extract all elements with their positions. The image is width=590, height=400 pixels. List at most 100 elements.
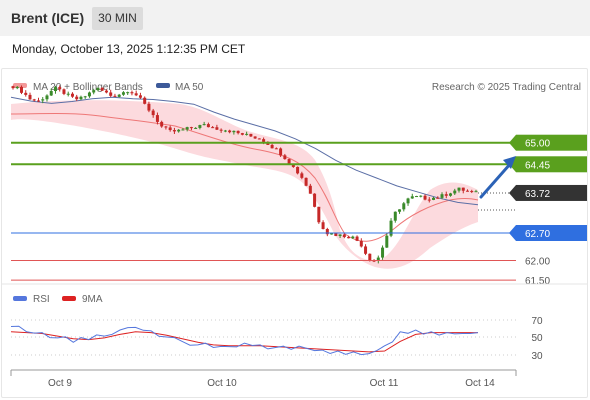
level-label: 61.50 (525, 276, 550, 287)
candle-body (253, 136, 257, 139)
candle-body (270, 144, 274, 149)
candle-body (406, 198, 410, 204)
rsi-legend-label: RSI (33, 294, 50, 305)
candle-body (160, 121, 164, 127)
x-label-oct10: Oct 10 (207, 378, 237, 389)
candle-body (347, 237, 351, 239)
candle-body (79, 96, 83, 100)
candle-body (372, 260, 376, 262)
candle-body (325, 229, 329, 235)
candle-body (147, 103, 151, 111)
ma50-legend-label: MA 50 (175, 82, 204, 93)
candle-body (330, 233, 334, 235)
level-tag (516, 134, 587, 151)
last-price-label: 63.72 (525, 189, 550, 200)
candle-body (415, 196, 419, 198)
candle-body (70, 93, 74, 97)
candle-body (75, 96, 79, 100)
candle-body (134, 93, 138, 96)
candle-body (155, 115, 159, 122)
candle-body (308, 185, 312, 194)
level-label: 65.00 (525, 139, 550, 150)
timeframe-button[interactable]: 30 MIN (92, 7, 143, 30)
candle-body (304, 177, 308, 186)
bollinger-band-area (11, 100, 478, 269)
candle-body (474, 191, 478, 193)
candle-body (296, 166, 300, 174)
candle-body (342, 234, 346, 238)
candle-body (257, 138, 261, 140)
candle-body (449, 193, 453, 196)
candle-body (402, 203, 406, 210)
candle-body (215, 127, 219, 130)
candle-body (240, 133, 244, 135)
ma9-legend-swatch (62, 296, 76, 301)
candle-body (223, 130, 227, 132)
candle-body (41, 99, 45, 101)
rsi-line (10, 325, 479, 356)
candle-body (232, 130, 236, 133)
candle-body (457, 187, 461, 191)
candlestick-series (11, 85, 478, 264)
ma50-legend-swatch (156, 83, 170, 88)
level-label: 62.70 (525, 229, 550, 240)
candle-body (117, 94, 121, 97)
candle-body (470, 191, 474, 193)
candle-body (32, 99, 36, 101)
ma20-legend-label: MA 20 + Bollinger Bands (33, 82, 143, 93)
candle-body (432, 197, 436, 200)
last-price-tag (516, 184, 587, 201)
ma20-line (10, 113, 479, 242)
candle-body (274, 148, 278, 150)
candle-body (423, 195, 427, 200)
candle-body (151, 110, 155, 116)
candle-body (104, 90, 108, 93)
candle-body (202, 124, 206, 126)
candle-body (359, 240, 363, 247)
rsi-tick-30: 30 (531, 351, 543, 362)
level-tag (516, 225, 587, 241)
candle-body (444, 194, 448, 196)
candle-body (228, 130, 232, 133)
candle-body (11, 86, 15, 89)
candle-body (245, 133, 249, 135)
candle-body (177, 129, 181, 132)
candle-body (355, 236, 359, 241)
projection-arrow (479, 161, 513, 199)
candle-body (321, 222, 325, 230)
candle-body (87, 92, 91, 97)
candle-body (364, 246, 368, 254)
copyright-text: Research © 2025 Trading Central (432, 82, 581, 93)
candle-body (113, 95, 117, 97)
candle-body (313, 193, 317, 207)
candle-body (172, 130, 176, 132)
rsi-tick-70: 70 (531, 316, 543, 327)
level-tag (516, 156, 587, 173)
candle-body (164, 126, 168, 128)
candle-body (419, 195, 423, 197)
x-label-oct14: Oct 14 (465, 378, 495, 389)
candle-body (62, 89, 66, 94)
candle-body (436, 197, 440, 199)
candle-body (300, 173, 304, 178)
candle-body (109, 92, 113, 96)
candle-body (262, 139, 266, 142)
candle-body (351, 236, 355, 239)
candle-body (45, 95, 49, 100)
timestamp: Monday, October 13, 2025 1:12:35 PM CET (12, 42, 246, 56)
candle-body (19, 86, 23, 93)
candle-body (28, 94, 32, 100)
candle-body (58, 87, 62, 90)
candle-body (53, 87, 57, 92)
candle-body (283, 155, 287, 160)
candle-body (194, 127, 198, 129)
level-tag-pointer-icon (509, 184, 516, 201)
candle-body (249, 133, 253, 137)
candle-body (376, 257, 380, 261)
candle-body (206, 124, 210, 128)
level-label: 64.45 (525, 160, 550, 171)
candle-body (453, 190, 457, 194)
rsi-ma9-line (10, 331, 478, 353)
ma50-line (10, 96, 479, 206)
